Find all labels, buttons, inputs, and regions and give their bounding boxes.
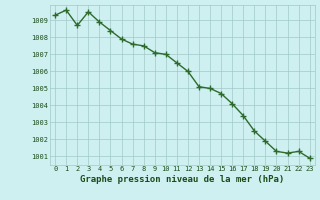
X-axis label: Graphe pression niveau de la mer (hPa): Graphe pression niveau de la mer (hPa)	[80, 175, 284, 184]
